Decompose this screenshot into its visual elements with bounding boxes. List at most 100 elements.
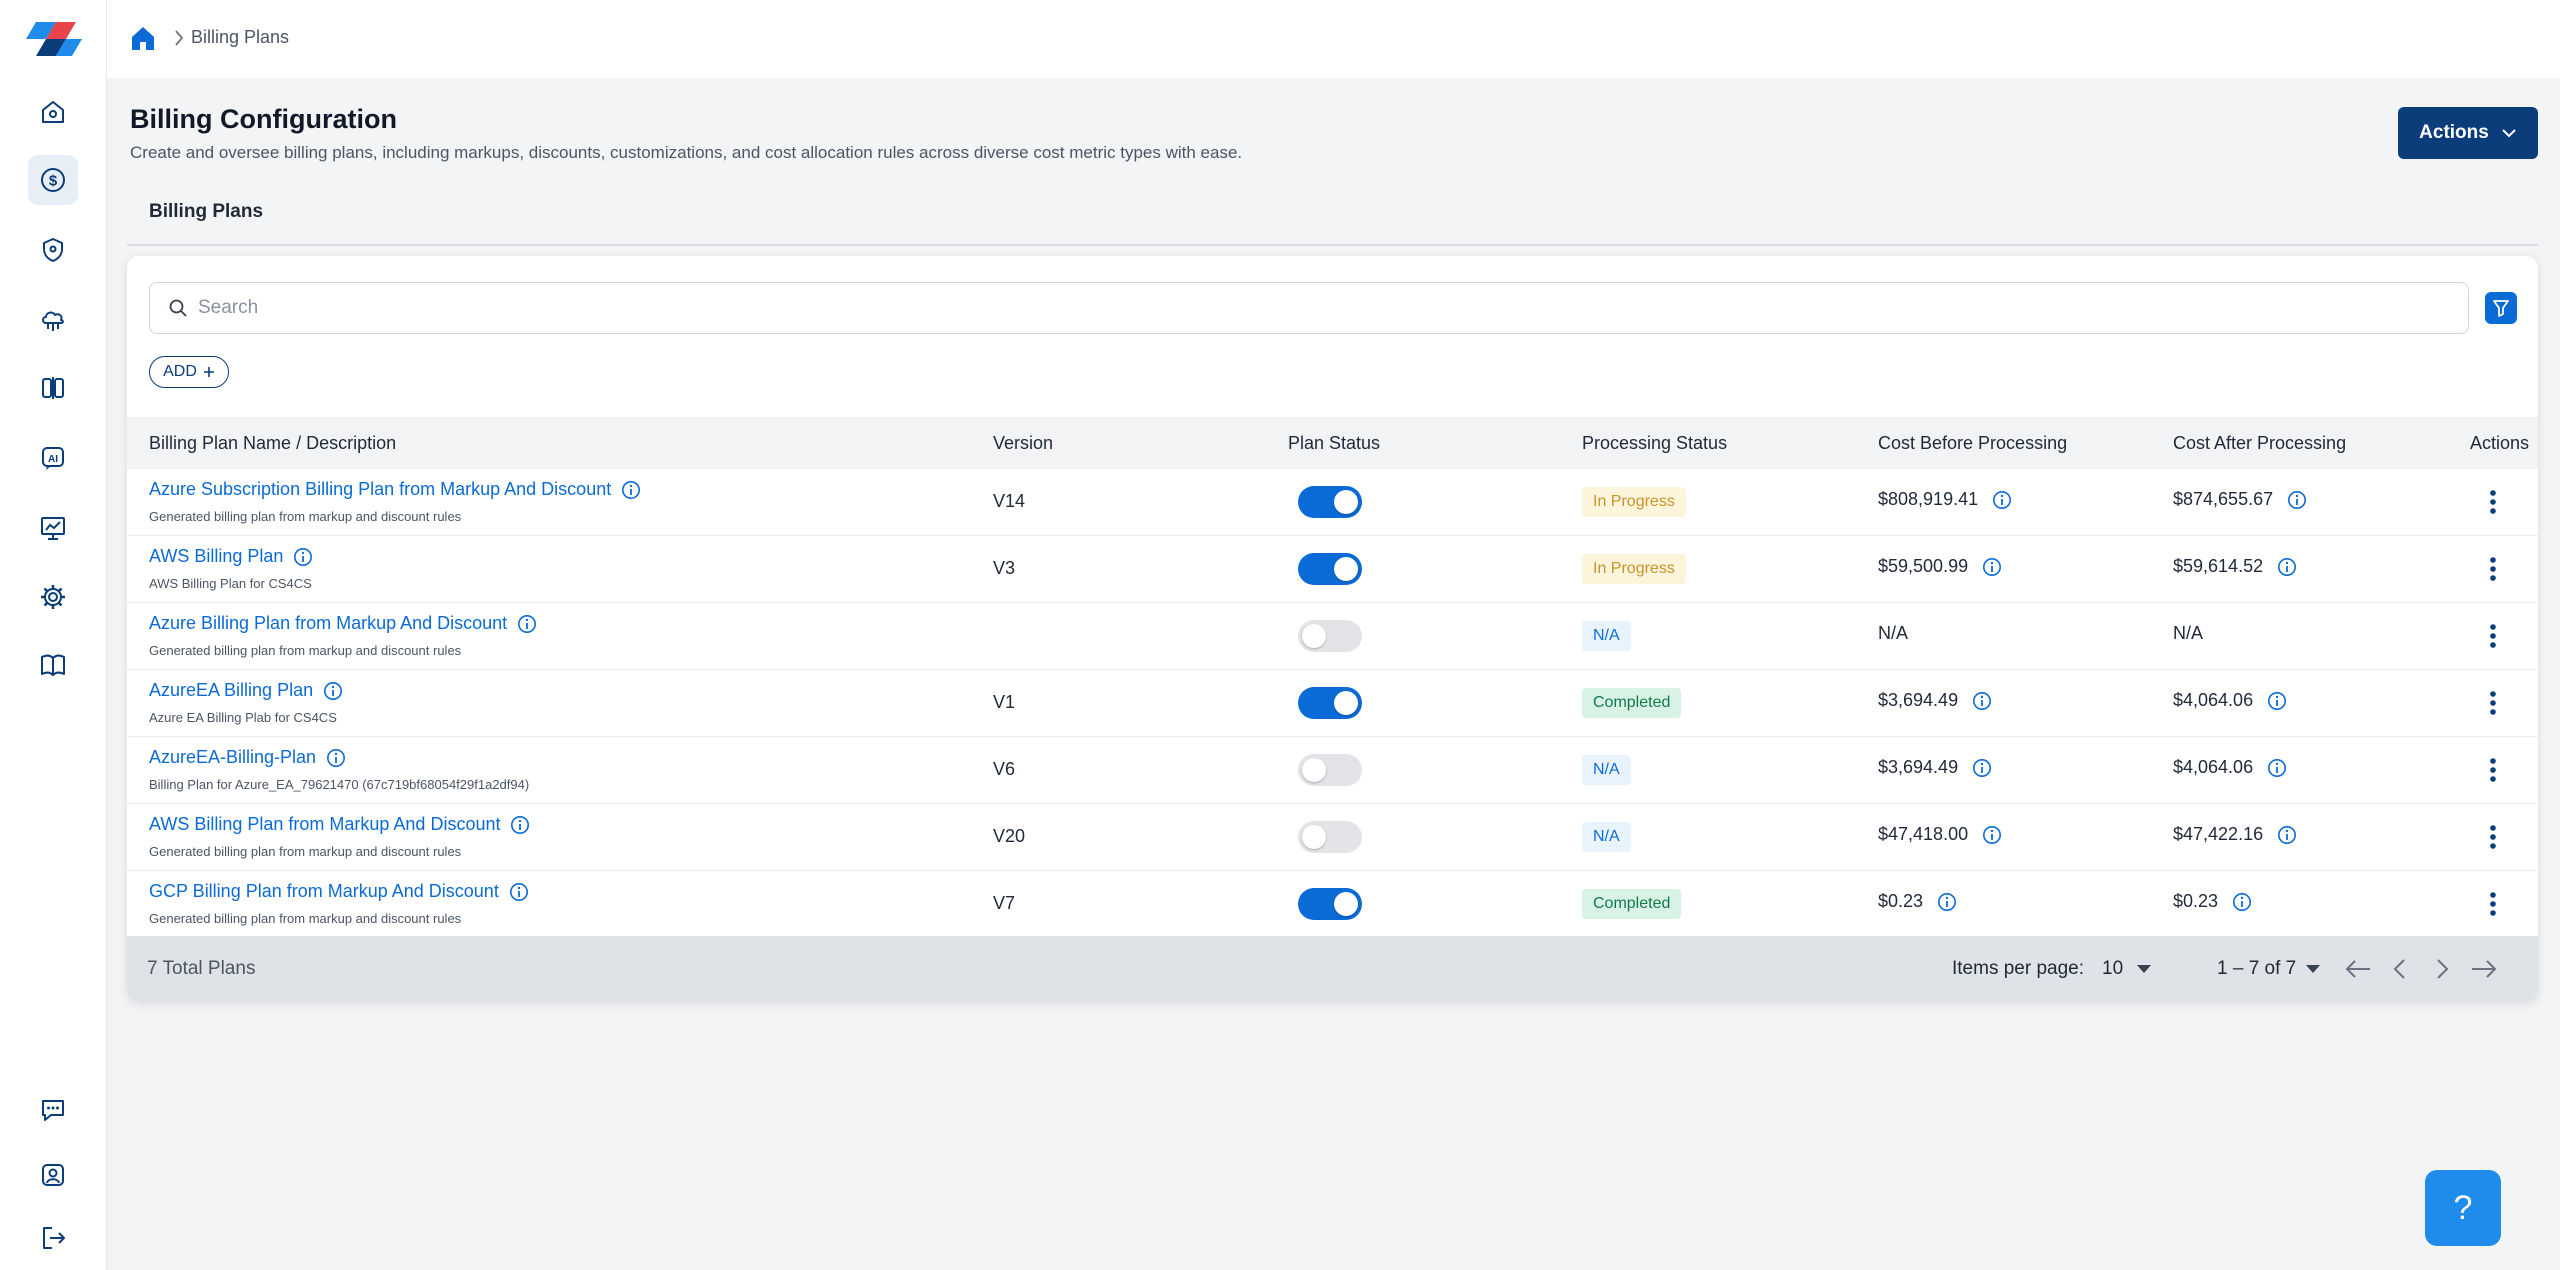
cost-before-cell: $59,500.99 bbox=[1878, 556, 2002, 577]
info-icon[interactable] bbox=[323, 681, 343, 701]
info-icon[interactable] bbox=[510, 815, 530, 835]
info-icon[interactable] bbox=[509, 882, 529, 902]
col-cost-before[interactable]: Cost Before Processing bbox=[1878, 433, 2068, 453]
info-icon[interactable] bbox=[1937, 892, 1957, 912]
plan-description: Generated billing plan from markup and d… bbox=[149, 643, 462, 658]
sidebar-item-docs[interactable] bbox=[28, 640, 78, 690]
plan-status-toggle[interactable] bbox=[1298, 486, 1362, 518]
plan-name-link[interactable]: AzureEA Billing Plan bbox=[149, 680, 343, 701]
info-icon[interactable] bbox=[1992, 490, 2012, 510]
more-vert-icon[interactable] bbox=[2489, 623, 2497, 649]
tab-billing-plans[interactable]: Billing Plans bbox=[149, 201, 264, 222]
info-icon[interactable] bbox=[1972, 691, 1992, 711]
logout-icon bbox=[43, 1227, 65, 1249]
plan-name[interactable]: AzureEA Billing Plan bbox=[149, 680, 314, 700]
plan-version: V3 bbox=[993, 558, 1016, 578]
plan-name-link[interactable]: AzureEA-Billing-Plan bbox=[149, 747, 346, 768]
plan-status-toggle[interactable] bbox=[1298, 553, 1362, 585]
plan-status-toggle[interactable] bbox=[1298, 620, 1362, 652]
first-page-icon[interactable] bbox=[2343, 956, 2373, 982]
cost-before-cell: $3,694.49 bbox=[1878, 690, 1992, 711]
cost-before-cell: $3,694.49 bbox=[1878, 757, 1992, 778]
plan-name[interactable]: Azure Subscription Billing Plan from Mar… bbox=[149, 479, 612, 499]
plan-name-link[interactable]: Azure Billing Plan from Markup And Disco… bbox=[149, 613, 537, 634]
more-vert-icon[interactable] bbox=[2489, 556, 2497, 582]
sidebar-item-billing[interactable]: $ bbox=[28, 155, 78, 205]
next-page-icon[interactable] bbox=[2427, 956, 2457, 982]
help-button[interactable]: ? bbox=[2425, 1170, 2501, 1246]
info-icon[interactable] bbox=[1982, 557, 2002, 577]
processing-status-badge: N/A bbox=[1582, 755, 1631, 785]
search-input[interactable] bbox=[198, 297, 2398, 319]
info-icon[interactable] bbox=[2267, 758, 2287, 778]
info-icon[interactable] bbox=[293, 547, 313, 567]
toggle-knob bbox=[1334, 691, 1358, 715]
more-vert-icon[interactable] bbox=[2489, 824, 2497, 850]
info-icon[interactable] bbox=[2232, 892, 2252, 912]
info-icon[interactable] bbox=[1982, 825, 2002, 845]
table-footer: 7 Total Plans Items per page: 10 1 – 7 o… bbox=[127, 936, 2538, 1002]
col-name[interactable]: Billing Plan Name / Description bbox=[149, 433, 397, 453]
sidebar-item-cloud[interactable] bbox=[28, 295, 78, 345]
sidebar-item-security[interactable] bbox=[28, 225, 78, 275]
info-icon[interactable] bbox=[2287, 490, 2307, 510]
col-version[interactable]: Version bbox=[993, 433, 1054, 453]
plan-name[interactable]: GCP Billing Plan from Markup And Discoun… bbox=[149, 881, 499, 901]
sidebar-item-reports[interactable] bbox=[28, 503, 78, 553]
info-icon[interactable] bbox=[2277, 557, 2297, 577]
plan-name-link[interactable]: AWS Billing Plan from Markup And Discoun… bbox=[149, 814, 530, 835]
search-box[interactable] bbox=[149, 282, 2469, 334]
last-page-icon[interactable] bbox=[2469, 956, 2499, 982]
table-row: GCP Billing Plan from Markup And Discoun… bbox=[127, 871, 2538, 938]
info-icon[interactable] bbox=[517, 614, 537, 634]
info-icon[interactable] bbox=[2277, 825, 2297, 845]
plan-version: V14 bbox=[993, 491, 1026, 511]
more-vert-icon[interactable] bbox=[2489, 690, 2497, 716]
info-icon[interactable] bbox=[1972, 758, 1992, 778]
app-logo[interactable] bbox=[26, 20, 82, 58]
more-vert-icon[interactable] bbox=[2489, 891, 2497, 917]
cost-before-value: $0.23 bbox=[1878, 891, 1924, 911]
sidebar-item-chat[interactable] bbox=[28, 1085, 78, 1135]
plan-status-toggle[interactable] bbox=[1298, 888, 1362, 920]
plan-name-link[interactable]: GCP Billing Plan from Markup And Discoun… bbox=[149, 881, 529, 902]
filter-button[interactable] bbox=[2485, 292, 2517, 324]
info-icon[interactable] bbox=[326, 748, 346, 768]
plan-status-toggle[interactable] bbox=[1298, 821, 1362, 853]
add-plan-button[interactable]: ADD bbox=[149, 356, 229, 388]
info-icon[interactable] bbox=[2267, 691, 2287, 711]
more-vert-icon[interactable] bbox=[2489, 489, 2497, 515]
plan-name[interactable]: Azure Billing Plan from Markup And Disco… bbox=[149, 613, 508, 633]
sidebar-item-settings[interactable] bbox=[28, 572, 78, 622]
plan-name-link[interactable]: Azure Subscription Billing Plan from Mar… bbox=[149, 479, 641, 500]
page-range-select[interactable]: 1 – 7 of 7 bbox=[2217, 958, 2321, 980]
col-processing-status[interactable]: Processing Status bbox=[1582, 433, 1728, 453]
plan-name[interactable]: AzureEA-Billing-Plan bbox=[149, 747, 317, 767]
sidebar-item-compare[interactable] bbox=[28, 363, 78, 413]
sidebar-item-profile[interactable] bbox=[28, 1150, 78, 1200]
cost-after-cell: $4,064.06 bbox=[2173, 757, 2287, 778]
actions-label: Actions bbox=[2419, 122, 2489, 143]
cost-after-value: $4,064.06 bbox=[2173, 757, 2254, 777]
plan-name[interactable]: AWS Billing Plan from Markup And Discoun… bbox=[149, 814, 501, 834]
col-cost-after[interactable]: Cost After Processing bbox=[2173, 433, 2347, 453]
more-vert-icon[interactable] bbox=[2489, 757, 2497, 783]
plan-status-toggle[interactable] bbox=[1298, 754, 1362, 786]
plan-name[interactable]: AWS Billing Plan bbox=[149, 546, 284, 566]
info-icon[interactable] bbox=[621, 480, 641, 500]
prev-page-icon[interactable] bbox=[2385, 956, 2415, 982]
cloud-network-icon bbox=[42, 311, 64, 331]
sidebar-item-logout[interactable] bbox=[28, 1213, 78, 1263]
col-plan-status[interactable]: Plan Status bbox=[1288, 433, 1381, 453]
chevron-down-icon bbox=[2502, 129, 2516, 138]
cost-after-value: $0.23 bbox=[2173, 891, 2219, 911]
sidebar-item-home[interactable] bbox=[28, 87, 78, 137]
actions-dropdown-button[interactable]: Actions bbox=[2398, 107, 2538, 159]
plan-name-link[interactable]: AWS Billing Plan bbox=[149, 546, 313, 567]
plan-status-toggle[interactable] bbox=[1298, 687, 1362, 719]
caret-down-icon bbox=[2306, 965, 2321, 973]
processing-status-badge: N/A bbox=[1582, 621, 1631, 651]
sidebar-item-ai[interactable]: AI bbox=[28, 433, 78, 483]
home-icon[interactable] bbox=[129, 24, 157, 52]
items-per-page-select[interactable]: 10 bbox=[2102, 958, 2152, 980]
